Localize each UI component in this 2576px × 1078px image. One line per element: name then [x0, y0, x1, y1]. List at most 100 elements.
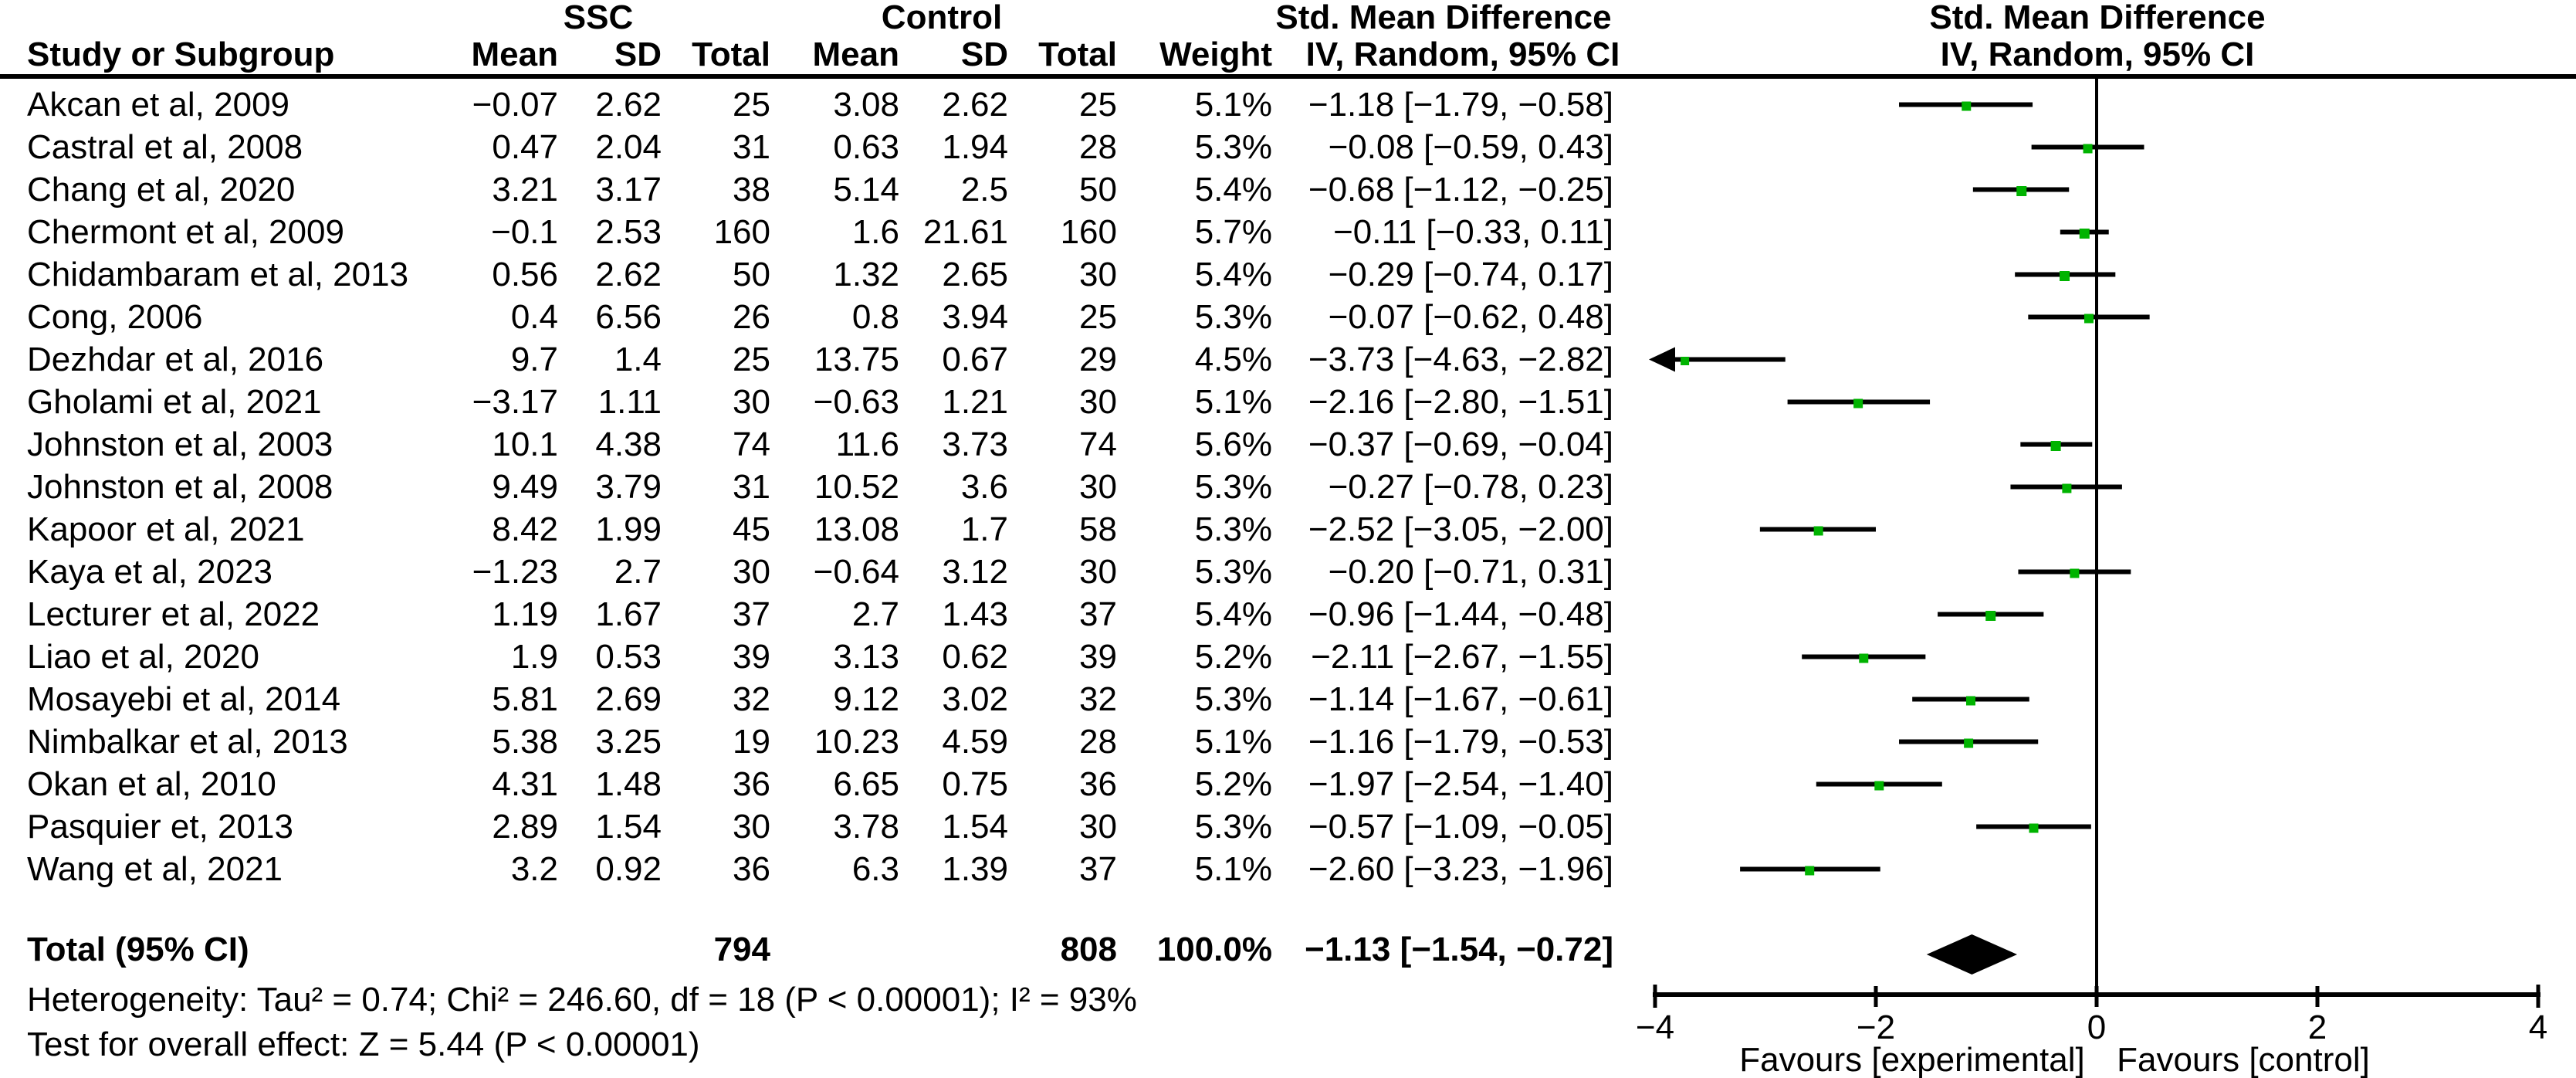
ssc-sd-cell: 2.69 [595, 680, 662, 718]
ssc-sd-cell: 3.79 [595, 468, 662, 506]
control-total-cell: 50 [1079, 171, 1117, 208]
table-row: Chidambaram et al, 2013 0.56 2.62 50 1.32 2.6… [0, 253, 1613, 296]
total-label: Total (95% CI) [27, 931, 249, 968]
ssc-total-cell: 30 [733, 553, 770, 591]
col-header-ssc-total: Total [692, 36, 770, 73]
study-name: Wang et al, 2021 [27, 850, 283, 888]
axis-tick-label: 2 [2307, 1009, 2327, 1046]
ssc-sd-cell: 2.62 [595, 86, 662, 124]
ci-line [1802, 654, 1926, 659]
ci-text-cell: −0.08 [−0.59, 0.43] [1328, 128, 1613, 166]
table-row: Gholami et al, 2021 −3.17 1.11 30 −0.63 1.21 3… [0, 381, 1613, 423]
control-sd-cell: 2.62 [942, 86, 1008, 124]
study-name: Lecturer et al, 2022 [27, 595, 320, 633]
ssc-sd-cell: 1.99 [595, 510, 662, 548]
header-divider-rule [0, 74, 2576, 79]
ssc-total-cell: 30 [733, 383, 770, 421]
table-row: Kapoor et al, 2021 8.42 1.99 45 13.08 1.7 58 5.… [0, 508, 1613, 551]
ssc-mean-cell: 9.49 [492, 468, 558, 506]
ci-text-cell: −0.20 [−0.71, 0.31] [1328, 553, 1613, 591]
ssc-mean-cell: 2.89 [492, 808, 558, 846]
point-estimate-marker [1853, 398, 1863, 408]
ci-line [1976, 824, 2091, 829]
favours-control-label: Favours [control] [2117, 1041, 2370, 1078]
ci-text-cell: −1.97 [−2.54, −1.40] [1308, 765, 1613, 803]
control-total-cell: 30 [1079, 808, 1117, 846]
study-name: Gholami et al, 2021 [27, 383, 322, 421]
weight-cell: 5.7% [1194, 213, 1272, 251]
ci-text-cell: −2.52 [−3.05, −2.00] [1308, 510, 1613, 548]
ssc-mean-cell: −1.23 [472, 553, 558, 591]
study-name: Johnston et al, 2008 [27, 468, 333, 506]
control-total-cell: 39 [1079, 638, 1117, 676]
ssc-total-cell: 25 [733, 86, 770, 124]
weight-cell: 5.3% [1194, 553, 1272, 591]
weight-cell: 5.3% [1194, 510, 1272, 548]
ssc-mean-cell: −0.1 [491, 213, 558, 251]
weight-cell: 5.1% [1194, 86, 1272, 124]
ssc-mean-cell: 3.21 [492, 171, 558, 208]
table-row: Wang et al, 2021 3.2 0.92 36 6.3 1.39 37 5.1% −2… [0, 848, 1613, 890]
ssc-mean-cell: 8.42 [492, 510, 558, 548]
ssc-mean-cell: 5.81 [492, 680, 558, 718]
weight-cell: 5.3% [1194, 468, 1272, 506]
control-sd-cell: 3.6 [960, 468, 1008, 506]
heterogeneity-text: Heterogeneity: Tau² = 0.74; Chi² = 246.6… [27, 981, 1137, 1019]
axis-tick [2094, 986, 2099, 1007]
ci-line [1938, 612, 2044, 617]
ci-line [1899, 739, 2039, 744]
study-table: Akcan et al, 2009 −0.07 2.62 25 3.08 2.62 25 5.… [0, 83, 1613, 890]
point-estimate-marker [1964, 738, 1974, 748]
weight-cell: 5.6% [1194, 425, 1272, 463]
control-sd-cell: 3.94 [942, 298, 1008, 336]
ci-line [2028, 314, 2150, 320]
weight-cell: 5.1% [1194, 383, 1272, 421]
spacer [770, 931, 899, 968]
ssc-total-cell: 19 [733, 723, 770, 761]
control-sd-cell: 3.73 [942, 425, 1008, 463]
ssc-mean-cell: 0.56 [492, 256, 558, 293]
table-row: Mosayebi et al, 2014 5.81 2.69 32 9.12 3.02 32… [0, 678, 1613, 720]
ci-line [1816, 781, 1942, 787]
ssc-sd-cell: 2.7 [614, 553, 662, 591]
table-row: Johnston et al, 2008 9.49 3.79 31 10.52 3.6 30… [0, 466, 1613, 508]
summary-diamond [1926, 934, 2018, 975]
weight-cell: 5.3% [1194, 680, 1272, 718]
control-sd-cell: 21.61 [922, 213, 1008, 251]
table-row: Okan et al, 2010 4.31 1.48 36 6.65 0.75 36 5.2%… [0, 763, 1613, 805]
study-name: Pasquier et, 2013 [27, 808, 293, 846]
ci-text-cell: −0.96 [−1.44, −0.48] [1308, 595, 1613, 633]
weight-cell: 5.4% [1194, 256, 1272, 293]
point-estimate-marker [1965, 696, 1975, 706]
control-sd-cell: 4.59 [942, 723, 1008, 761]
study-name: Dezhdar et al, 2016 [27, 341, 324, 378]
ci-text-cell: −2.11 [−2.67, −1.55] [1311, 638, 1613, 676]
control-total-cell: 25 [1079, 298, 1117, 336]
ci-line [1740, 866, 1880, 872]
ci-line [1899, 102, 2033, 107]
control-total-cell: 30 [1079, 468, 1117, 506]
control-mean-cell: −0.64 [813, 553, 899, 591]
ci-text-cell: −0.37 [−0.69, −0.04] [1308, 425, 1613, 463]
control-mean-cell: 10.52 [814, 468, 899, 506]
ssc-sd-cell: 3.25 [595, 723, 662, 761]
ci-text-cell: −0.07 [−0.62, 0.48] [1328, 298, 1613, 336]
ssc-total-cell: 74 [733, 425, 770, 463]
control-mean-cell: 6.3 [851, 850, 899, 888]
ci-text-cell: −0.68 [−1.12, −0.25] [1308, 171, 1613, 208]
control-total-cell: 28 [1079, 723, 1117, 761]
ssc-mean-cell: 10.1 [492, 425, 558, 463]
ci-text-cell: −3.73 [−4.63, −2.82] [1308, 341, 1613, 378]
ssc-total-cell: 50 [733, 256, 770, 293]
ci-line [2018, 569, 2131, 575]
point-estimate-marker [2029, 823, 2039, 833]
total-control-n: 808 [1060, 931, 1117, 968]
ssc-sd-cell: 1.11 [597, 383, 662, 421]
control-mean-cell: 3.13 [833, 638, 899, 676]
ssc-mean-cell: 9.7 [510, 341, 558, 378]
control-mean-cell: 10.23 [814, 723, 899, 761]
ssc-total-cell: 45 [733, 510, 770, 548]
ssc-mean-cell: 5.38 [492, 723, 558, 761]
total-weight: 100.0% [1156, 931, 1272, 968]
ci-line [1912, 697, 2029, 702]
